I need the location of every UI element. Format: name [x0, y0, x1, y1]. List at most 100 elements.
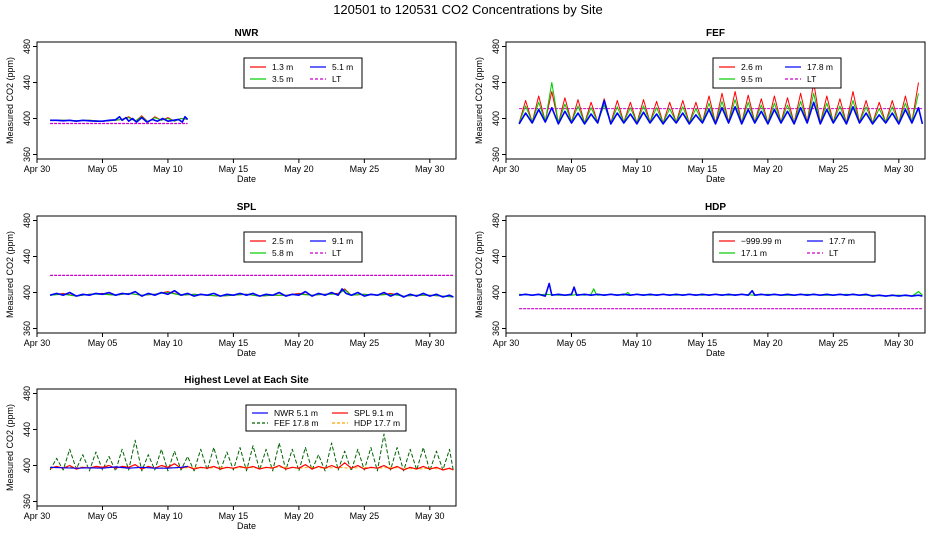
legend-label: LT — [332, 74, 341, 84]
legend-label: FEF 17.8 m — [274, 418, 318, 428]
y-axis-label: Measured CO2 (ppm) — [5, 231, 15, 318]
x-tick-label: May 05 — [557, 338, 587, 348]
panel-title: HDP — [705, 202, 726, 213]
y-tick-label: 480 — [22, 213, 32, 228]
y-tick-label: 480 — [22, 386, 32, 401]
y-axis-label: Measured CO2 (ppm) — [474, 57, 484, 144]
y-tick-label: 360 — [491, 321, 501, 336]
x-tick-label: May 20 — [284, 511, 314, 521]
plot-frame — [505, 215, 926, 334]
x-tick-label: May 15 — [219, 164, 249, 174]
x-tick-label: May 15 — [219, 338, 249, 348]
panel-title: SPL — [237, 202, 256, 213]
x-tick-label: Apr 30 — [24, 164, 51, 174]
x-tick-label: May 15 — [688, 338, 718, 348]
legend-box — [712, 57, 842, 89]
y-tick-label: 400 — [22, 111, 32, 126]
y-axis-label: Measured CO2 (ppm) — [474, 231, 484, 318]
y-tick-label: 480 — [491, 213, 501, 228]
y-tick-label: 360 — [22, 147, 32, 162]
x-tick-label: May 05 — [557, 164, 587, 174]
y-tick-label: 480 — [22, 39, 32, 54]
x-tick-label: May 15 — [688, 164, 718, 174]
legend: 2.5 m 9.1 m 5.8 m LT — [243, 231, 363, 263]
x-axis-label: Date — [237, 521, 256, 531]
legend-label: 3.5 m — [272, 74, 293, 84]
x-axis-label: Date — [237, 348, 256, 358]
series-line-fef-17-8-m — [49, 433, 454, 472]
legend-box — [245, 404, 407, 432]
legend-label: NWR 5.1 m — [274, 408, 318, 418]
legend-box — [243, 231, 363, 263]
x-axis-label: Date — [706, 348, 725, 358]
x-tick-label: May 25 — [350, 511, 380, 521]
y-tick-label: 400 — [22, 458, 32, 473]
legend-label: 2.6 m — [741, 62, 762, 72]
series-line-nwr-5-1-m — [50, 465, 188, 469]
x-tick-label: May 10 — [153, 511, 183, 521]
legend: −999.99 m 17.7 m 17.1 m LT — [712, 231, 876, 263]
x-axis-label: Date — [706, 174, 725, 184]
legend-label: 17.8 m — [807, 62, 833, 72]
y-tick-label: 440 — [22, 249, 32, 264]
series-line-spl-9-1-m — [49, 462, 454, 471]
y-tick-label: 400 — [22, 285, 32, 300]
legend-label: HDP 17.7 m — [354, 418, 400, 428]
x-tick-label: May 25 — [350, 164, 380, 174]
x-axis-label: Date — [237, 174, 256, 184]
x-tick-label: May 20 — [284, 164, 314, 174]
x-tick-label: May 30 — [884, 338, 914, 348]
x-tick-label: Apr 30 — [493, 338, 520, 348]
x-tick-label: May 25 — [819, 164, 849, 174]
y-tick-label: 360 — [22, 494, 32, 509]
y-tick-label: 400 — [491, 285, 501, 300]
x-tick-label: May 30 — [415, 338, 445, 348]
legend-label: 17.7 m — [829, 236, 855, 246]
chart-panel-hdp: HDP Apr 30 May 05 May 10 May 15 May 20 May 25 M… — [474, 202, 926, 358]
x-tick-label: May 25 — [819, 338, 849, 348]
chart-panel-fef: FEF Apr 30 May 05 May 10 May 15 May 20 May 25 M… — [474, 28, 926, 184]
x-tick-label: May 05 — [88, 164, 118, 174]
x-tick-label: Apr 30 — [24, 338, 51, 348]
series-line-5-1-m — [50, 115, 189, 123]
legend-label: −999.99 m — [741, 236, 781, 246]
legend: 2.6 m 17.8 m 9.5 m LT — [712, 57, 842, 89]
y-axis-label: Measured CO2 (ppm) — [5, 404, 15, 491]
legend-label: 9.5 m — [741, 74, 762, 84]
x-tick-label: May 20 — [753, 338, 783, 348]
x-tick-label: May 30 — [415, 164, 445, 174]
legend: NWR 5.1 m SPL 9.1 m FEF 17.8 m HDP 17.7 m — [245, 404, 407, 432]
plot-frame — [36, 215, 457, 334]
series-line-9-1-m — [49, 288, 454, 298]
y-axis-label: Measured CO2 (ppm) — [5, 57, 15, 144]
x-tick-label: May 25 — [350, 338, 380, 348]
y-tick-label: 400 — [491, 111, 501, 126]
x-tick-label: May 10 — [153, 338, 183, 348]
plot-frame — [505, 41, 926, 160]
x-tick-label: May 20 — [284, 338, 314, 348]
y-tick-label: 440 — [22, 422, 32, 437]
series-line-17-7-m — [518, 282, 923, 297]
legend-label: 1.3 m — [272, 62, 293, 72]
plot-frame — [36, 388, 457, 507]
y-tick-label: 360 — [22, 321, 32, 336]
legend-label: 5.1 m — [332, 62, 353, 72]
chart-panel-highest-level: Highest Level at Each Site Apr 30 May 05 Ma… — [5, 375, 457, 531]
legend-label: SPL 9.1 m — [354, 408, 393, 418]
legend-label: LT — [332, 248, 341, 258]
y-tick-label: 440 — [491, 249, 501, 264]
legend-label: LT — [807, 74, 816, 84]
x-tick-label: May 05 — [88, 511, 118, 521]
panel-title: FEF — [706, 28, 725, 39]
x-tick-label: Apr 30 — [493, 164, 520, 174]
plot-frame — [36, 41, 457, 160]
panel-title: NWR — [235, 28, 260, 39]
y-tick-label: 480 — [491, 39, 501, 54]
x-tick-label: May 10 — [622, 338, 652, 348]
legend-label: 17.1 m — [741, 248, 767, 258]
legend-label: 2.5 m — [272, 236, 293, 246]
x-tick-label: May 15 — [219, 511, 249, 521]
x-tick-label: Apr 30 — [24, 511, 51, 521]
y-tick-label: 440 — [491, 75, 501, 90]
